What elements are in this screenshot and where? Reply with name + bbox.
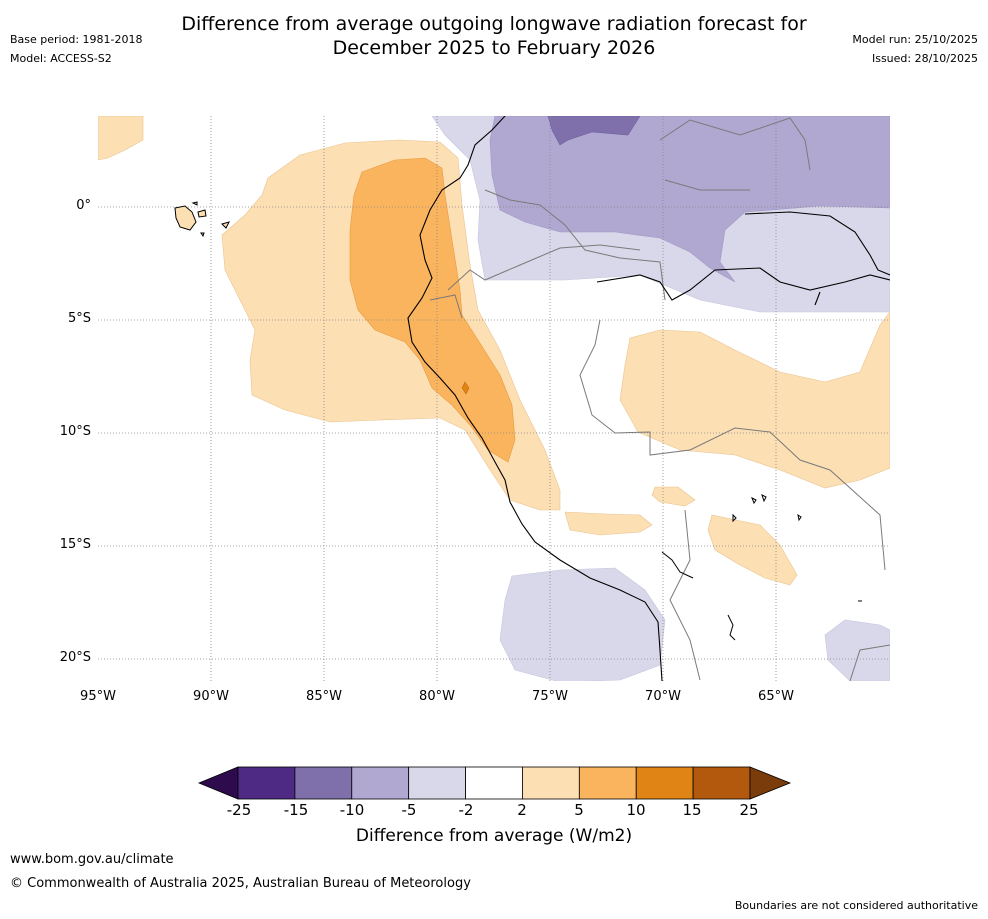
olr-anomaly-2-to-5-small	[651, 486, 696, 507]
colorbar-tick-5: 5	[574, 801, 584, 819]
colorbar	[197, 766, 792, 800]
lat-tick-5s: 5°S	[67, 311, 91, 326]
gridlines	[98, 116, 890, 681]
lon-tick-95w: 95°W	[80, 689, 116, 704]
lon-tick-80w: 80°W	[419, 689, 455, 704]
title-line-2: December 2025 to February 2026	[332, 37, 656, 59]
map-layers	[98, 116, 890, 681]
model-run: Model run: 25/10/2025	[852, 33, 978, 46]
olr-anomaly-minus-10-to-15	[547, 116, 641, 146]
olr-anomaly-5-to-10	[349, 157, 516, 463]
olr-anomaly-minus-5-to-10	[489, 116, 890, 283]
colorbar-tick-10: 10	[626, 801, 646, 819]
colorbar-tick-minus-25: -25	[226, 801, 252, 819]
colorbar-under-arrow	[197, 766, 239, 800]
colorbar-segment-10-to-15	[635, 766, 694, 800]
olr-anomaly-minus-2-to-5-south	[499, 567, 666, 681]
olr-anomaly-10-to-15-spot	[461, 381, 470, 395]
colorbar-tick-2: 2	[517, 801, 527, 819]
lat-tick-20s: 20°S	[59, 650, 91, 665]
colorbar-tick-25: 25	[739, 801, 759, 819]
lat-tick-0: 0°	[76, 198, 91, 213]
galapagos-islands	[174, 201, 230, 238]
model-name: Model: ACCESS-S2	[10, 52, 112, 65]
lake-islands	[661, 494, 862, 641]
colorbar-tick-minus-10: -10	[339, 801, 365, 819]
meta-left: Base period: 1981-2018 Model: ACCESS-S2	[10, 30, 142, 68]
lon-tick-70w: 70°W	[645, 689, 681, 704]
footer-copyright: © Commonwealth of Australia 2025, Austra…	[10, 876, 471, 891]
colorbar-over-arrow	[749, 766, 792, 800]
lon-tick-65w: 65°W	[758, 689, 794, 704]
lon-tick-85w: 85°W	[306, 689, 342, 704]
colorbar-segments	[237, 766, 751, 800]
colorbar-label: Difference from average (W/m2)	[355, 826, 633, 846]
colorbar-tick-minus-2: -2	[458, 801, 474, 819]
issued-date: Issued: 28/10/2025	[871, 52, 978, 65]
colorbar-segment--5-to--2	[408, 766, 466, 800]
country-borders	[429, 117, 890, 681]
footer-boundary-note: Boundaries are not considered authoritat…	[734, 899, 978, 912]
colorbar-segment--15-to--10	[294, 766, 353, 800]
olr-anomaly-minus-2-to-5-southeast	[824, 619, 890, 681]
lon-tick-90w: 90°W	[193, 689, 229, 704]
olr-anomaly-2-to-5-bolivia	[707, 514, 798, 586]
colorbar-segment--25-to--15	[237, 766, 296, 800]
olr-anomaly-2-to-5-peru-coast	[564, 511, 653, 536]
meta-right: Model run: 25/10/2025 Issued: 28/10/2025	[852, 30, 978, 68]
colorbar-segment--2-to-2	[465, 766, 523, 800]
map-title: Difference from average outgoing longwav…	[0, 12, 988, 60]
olr-anomaly-2-to-5-amazon	[619, 311, 890, 489]
colorbar-tick-minus-5: -5	[401, 801, 417, 819]
lon-tick-75w: 75°W	[532, 689, 568, 704]
coastlines	[407, 116, 890, 681]
lat-tick-15s: 15°S	[59, 537, 91, 552]
colorbar-tick-15: 15	[682, 801, 702, 819]
base-period: Base period: 1981-2018	[10, 33, 143, 46]
colorbar-tick-minus-15: -15	[283, 801, 309, 819]
colorbar-segment-2-to-5	[522, 766, 580, 800]
olr-anomaly-2-to-5-northwest	[98, 116, 144, 161]
footer-url[interactable]: www.bom.gov.au/climate	[10, 852, 174, 867]
title-line-1: Difference from average outgoing longwav…	[181, 13, 807, 35]
colorbar-segment--10-to--5	[351, 766, 410, 800]
colorbar-segment-5-to-10	[578, 766, 637, 800]
lat-tick-10s: 10°S	[59, 424, 91, 439]
colorbar-segment-15-to-25	[692, 766, 751, 800]
